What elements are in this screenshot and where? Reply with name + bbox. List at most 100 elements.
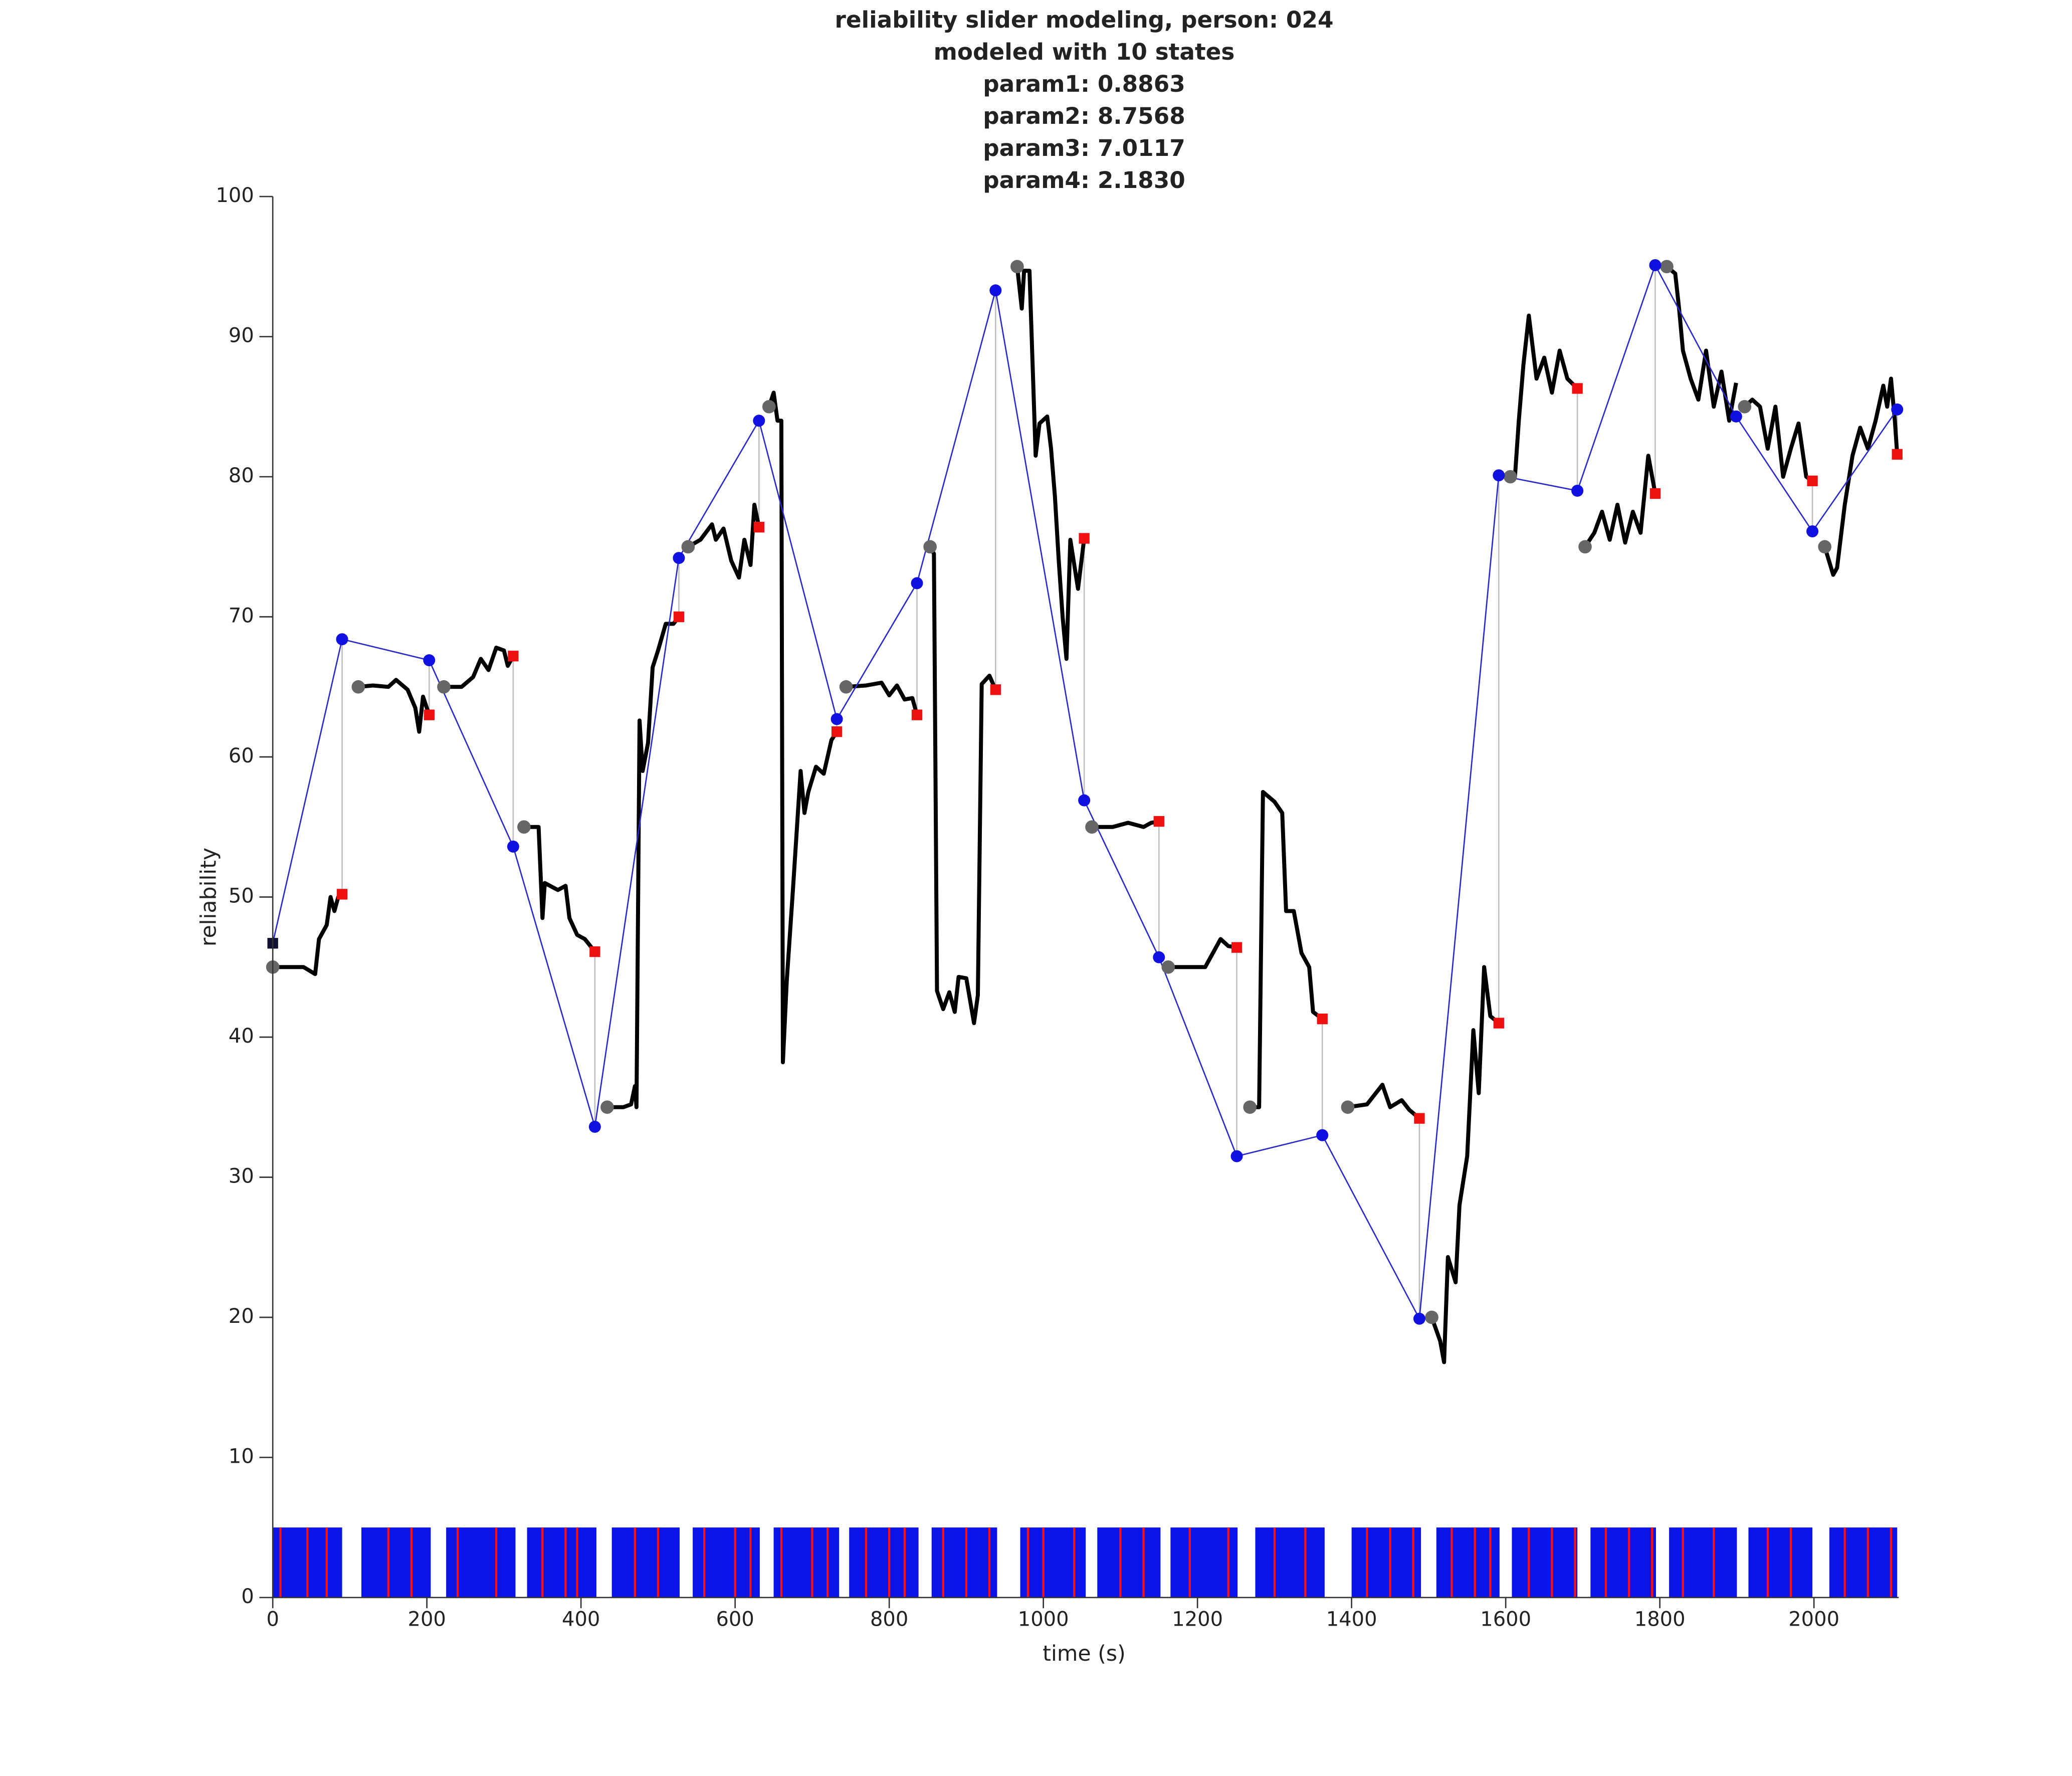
model-point — [1153, 951, 1165, 963]
segment-start — [681, 540, 695, 554]
model-point — [1730, 410, 1742, 423]
model-point — [1230, 1150, 1243, 1162]
model-point — [753, 415, 765, 427]
segment-start — [1504, 470, 1517, 484]
predicted-point — [1079, 533, 1090, 544]
predicted-point — [1892, 449, 1903, 460]
event-block — [1669, 1527, 1737, 1598]
event-block — [1351, 1527, 1421, 1598]
predicted-point — [990, 684, 1001, 695]
segment-start — [1738, 400, 1752, 414]
predicted-point — [508, 651, 519, 662]
y-tick-label: 30 — [229, 1164, 254, 1188]
predicted-point — [1231, 942, 1242, 953]
y-tick-label: 40 — [229, 1025, 254, 1048]
segment-start — [1660, 260, 1674, 274]
predicted-point — [1572, 383, 1583, 394]
x-tick-label: 2000 — [1788, 1608, 1839, 1631]
x-tick-label: 200 — [408, 1608, 446, 1631]
model-point — [1571, 484, 1584, 497]
model-point — [1493, 469, 1505, 482]
y-tick-label: 70 — [229, 605, 254, 628]
event-block — [527, 1527, 596, 1598]
y-tick-label: 50 — [229, 885, 254, 908]
segment-start — [1161, 960, 1175, 974]
predicted-point — [911, 709, 923, 720]
slider-trace — [273, 265, 1900, 1364]
model-point — [989, 284, 1002, 297]
model-point — [1649, 259, 1662, 271]
event-block — [611, 1527, 680, 1598]
event-block — [446, 1527, 516, 1598]
predicted-point — [424, 709, 435, 720]
event-block — [1829, 1527, 1898, 1598]
event-block — [1590, 1527, 1656, 1598]
model-point — [1413, 1312, 1425, 1325]
segment-start — [1425, 1310, 1438, 1324]
x-tick-label: 800 — [870, 1608, 908, 1631]
predicted-point — [1414, 1113, 1425, 1124]
predicted-point — [1649, 488, 1661, 499]
predicted-point — [673, 611, 685, 623]
chart-title: reliability slider modeling, person: 024 — [835, 7, 1334, 33]
model-point — [831, 713, 843, 725]
predicted-point — [336, 889, 348, 900]
y-tick-label: 90 — [229, 324, 254, 347]
y-tick-label: 0 — [241, 1585, 254, 1608]
predicted-point — [1493, 1018, 1504, 1029]
segment-start — [351, 680, 365, 694]
chart-title: param3: 7.0117 — [983, 135, 1185, 161]
chart-title: param2: 8.7568 — [983, 103, 1185, 129]
predicted-point — [1317, 1013, 1328, 1025]
model-point — [1316, 1129, 1329, 1141]
event-block — [1512, 1527, 1578, 1598]
chart-title: param1: 0.8863 — [983, 71, 1185, 97]
segment-start — [517, 820, 531, 834]
predicted-point — [1807, 475, 1818, 487]
model-point — [1078, 794, 1091, 807]
segment-start — [600, 1100, 614, 1114]
segment-start — [1010, 260, 1024, 274]
segment-start — [1085, 820, 1099, 834]
model-point — [336, 633, 348, 646]
model-point — [423, 654, 436, 667]
model-point — [507, 840, 519, 853]
predicted-point — [589, 946, 600, 957]
event-block — [361, 1527, 431, 1598]
y-axis-label: reliability — [196, 848, 221, 946]
chart-title: param4: 2.1830 — [983, 167, 1185, 193]
model-point — [1891, 403, 1904, 416]
event-block — [1020, 1527, 1086, 1598]
model-point — [1806, 525, 1819, 538]
segment-start — [839, 680, 853, 694]
x-tick-label: 1800 — [1634, 1608, 1686, 1631]
event-block — [773, 1527, 840, 1598]
x-tick-label: 1400 — [1326, 1608, 1377, 1631]
event-block — [1170, 1527, 1238, 1598]
segment-start — [1243, 1100, 1257, 1114]
x-tick-label: 1200 — [1172, 1608, 1223, 1631]
y-tick-label: 10 — [229, 1445, 254, 1468]
segment-start — [923, 540, 937, 554]
segment-start — [1578, 540, 1592, 554]
predicted-point — [1153, 816, 1164, 827]
x-tick-label: 1600 — [1480, 1608, 1531, 1631]
segment-start — [1818, 540, 1832, 554]
event-block — [1436, 1527, 1500, 1598]
y-tick-label: 60 — [229, 744, 254, 767]
predicted-point — [831, 726, 843, 737]
x-tick-label: 1000 — [1018, 1608, 1069, 1631]
segment-start — [762, 400, 776, 414]
y-tick-label: 20 — [229, 1305, 254, 1328]
event-block — [1748, 1527, 1813, 1598]
x-tick-label: 400 — [562, 1608, 600, 1631]
event-block — [931, 1527, 997, 1598]
model-point — [588, 1120, 601, 1133]
model-point — [911, 577, 923, 589]
model-point — [673, 552, 685, 564]
event-block — [1255, 1527, 1325, 1598]
